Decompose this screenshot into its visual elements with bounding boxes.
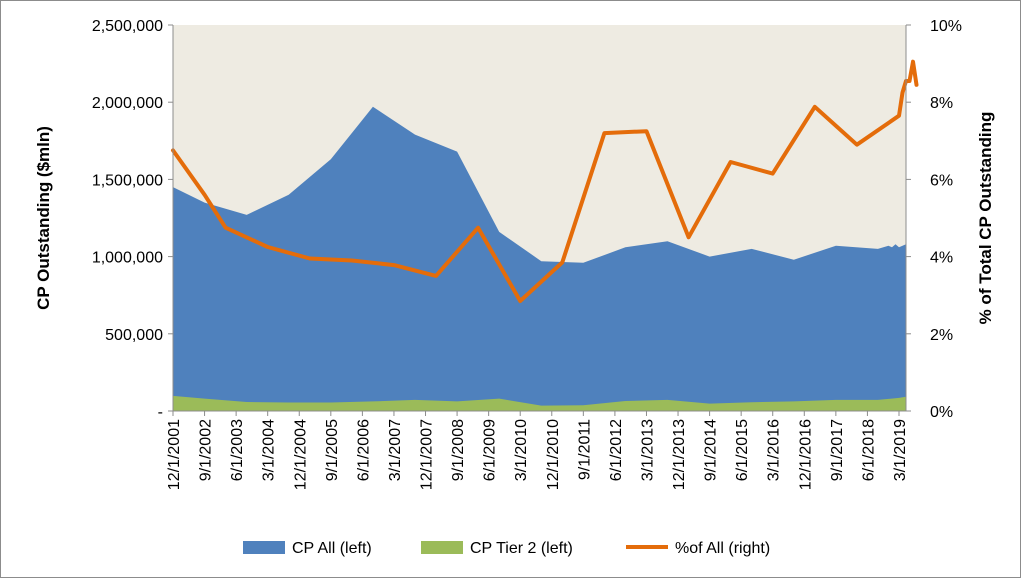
y-left-tick-label: - [158, 404, 163, 421]
x-tick-label: 3/1/2010 [513, 419, 530, 481]
y-left-tick-label: 1,500,000 [92, 172, 163, 189]
x-tick-label: 9/1/2008 [450, 419, 467, 481]
x-tick-label: 12/1/2016 [797, 419, 814, 490]
legend-label: CP Tier 2 (left) [470, 540, 573, 557]
x-tick-label: 3/1/2007 [387, 419, 404, 481]
x-tick-label: 6/1/2015 [734, 419, 751, 481]
y-right-tick-label: 2% [930, 327, 953, 344]
series-line-of-all-right [171, 59, 919, 303]
y-axis-left-title: CP Outstanding ($mln) [34, 126, 53, 310]
y-left-tick-label: 2,000,000 [92, 95, 163, 112]
legend-label: CP All (left) [292, 540, 372, 557]
y-right-tick-label: 10% [930, 18, 962, 35]
y-axis-right-title: % of Total CP Outstanding [976, 112, 995, 325]
legend-swatch [421, 541, 463, 554]
x-tick-label: 3/1/2004 [261, 419, 278, 481]
legend-label: %of All (right) [675, 540, 770, 557]
y-left-tick-label: 2,500,000 [92, 18, 163, 35]
x-tick-label: 12/1/2007 [419, 419, 436, 490]
x-tick-label: 6/1/2018 [860, 419, 877, 481]
y-right-tick-label: 8% [930, 95, 953, 112]
x-tick-label: 9/1/2014 [703, 419, 720, 481]
series-area-cp-all-left [173, 106, 906, 412]
x-tick-label: 12/1/2004 [292, 419, 309, 490]
x-tick-label: 9/1/2002 [198, 419, 215, 481]
x-tick-label: 12/1/2013 [671, 419, 688, 490]
x-tick-label: 6/1/2003 [229, 419, 246, 481]
x-tick-label: 12/1/2010 [545, 419, 562, 490]
x-tick-label: 6/1/2012 [608, 419, 625, 481]
y-right-tick-label: 0% [930, 404, 953, 421]
x-tick-label: 9/1/2011 [576, 419, 593, 480]
x-tick-label: 9/1/2005 [324, 419, 341, 481]
legend-swatch [243, 541, 285, 554]
x-tick-label: 9/1/2017 [829, 419, 846, 481]
y-left-tick-label: 1,000,000 [92, 250, 163, 267]
series-area-cp-tier-2-left [173, 395, 906, 411]
x-tick-label: 3/1/2013 [639, 419, 656, 481]
x-tick-label: 6/1/2006 [355, 419, 372, 481]
y-left-tick-label: 500,000 [105, 327, 163, 344]
x-tick-label: 12/1/2001 [166, 419, 183, 490]
x-tick-label: 6/1/2009 [482, 419, 499, 481]
x-tick-label: 3/1/2019 [892, 419, 909, 481]
y-right-tick-label: 6% [930, 172, 953, 189]
y-right-tick-label: 4% [930, 250, 953, 267]
x-tick-label: 3/1/2016 [766, 419, 783, 481]
